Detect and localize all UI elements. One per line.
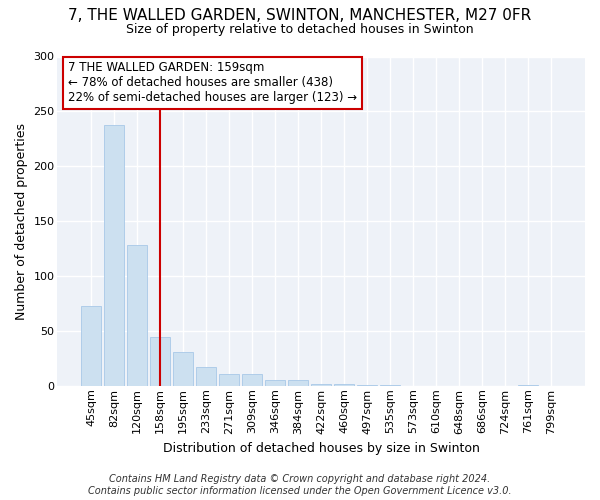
Bar [242, 374, 262, 386]
Bar [380, 384, 400, 386]
Bar [104, 124, 124, 386]
Bar [334, 384, 354, 386]
Text: Contains HM Land Registry data © Crown copyright and database right 2024.
Contai: Contains HM Land Registry data © Crown c… [88, 474, 512, 496]
Text: 7 THE WALLED GARDEN: 159sqm
← 78% of detached houses are smaller (438)
22% of se: 7 THE WALLED GARDEN: 159sqm ← 78% of det… [68, 62, 357, 104]
Bar [358, 384, 377, 386]
Bar [289, 380, 308, 386]
Text: 7, THE WALLED GARDEN, SWINTON, MANCHESTER, M27 0FR: 7, THE WALLED GARDEN, SWINTON, MANCHESTE… [68, 8, 532, 22]
Bar [311, 384, 331, 386]
Y-axis label: Number of detached properties: Number of detached properties [15, 122, 28, 320]
Bar [518, 384, 538, 386]
Text: Size of property relative to detached houses in Swinton: Size of property relative to detached ho… [126, 22, 474, 36]
Bar [82, 306, 101, 386]
Bar [127, 246, 147, 386]
Bar [151, 338, 170, 386]
Bar [173, 352, 193, 386]
X-axis label: Distribution of detached houses by size in Swinton: Distribution of detached houses by size … [163, 442, 479, 455]
Bar [196, 367, 216, 386]
Bar [265, 380, 285, 386]
Bar [220, 374, 239, 386]
